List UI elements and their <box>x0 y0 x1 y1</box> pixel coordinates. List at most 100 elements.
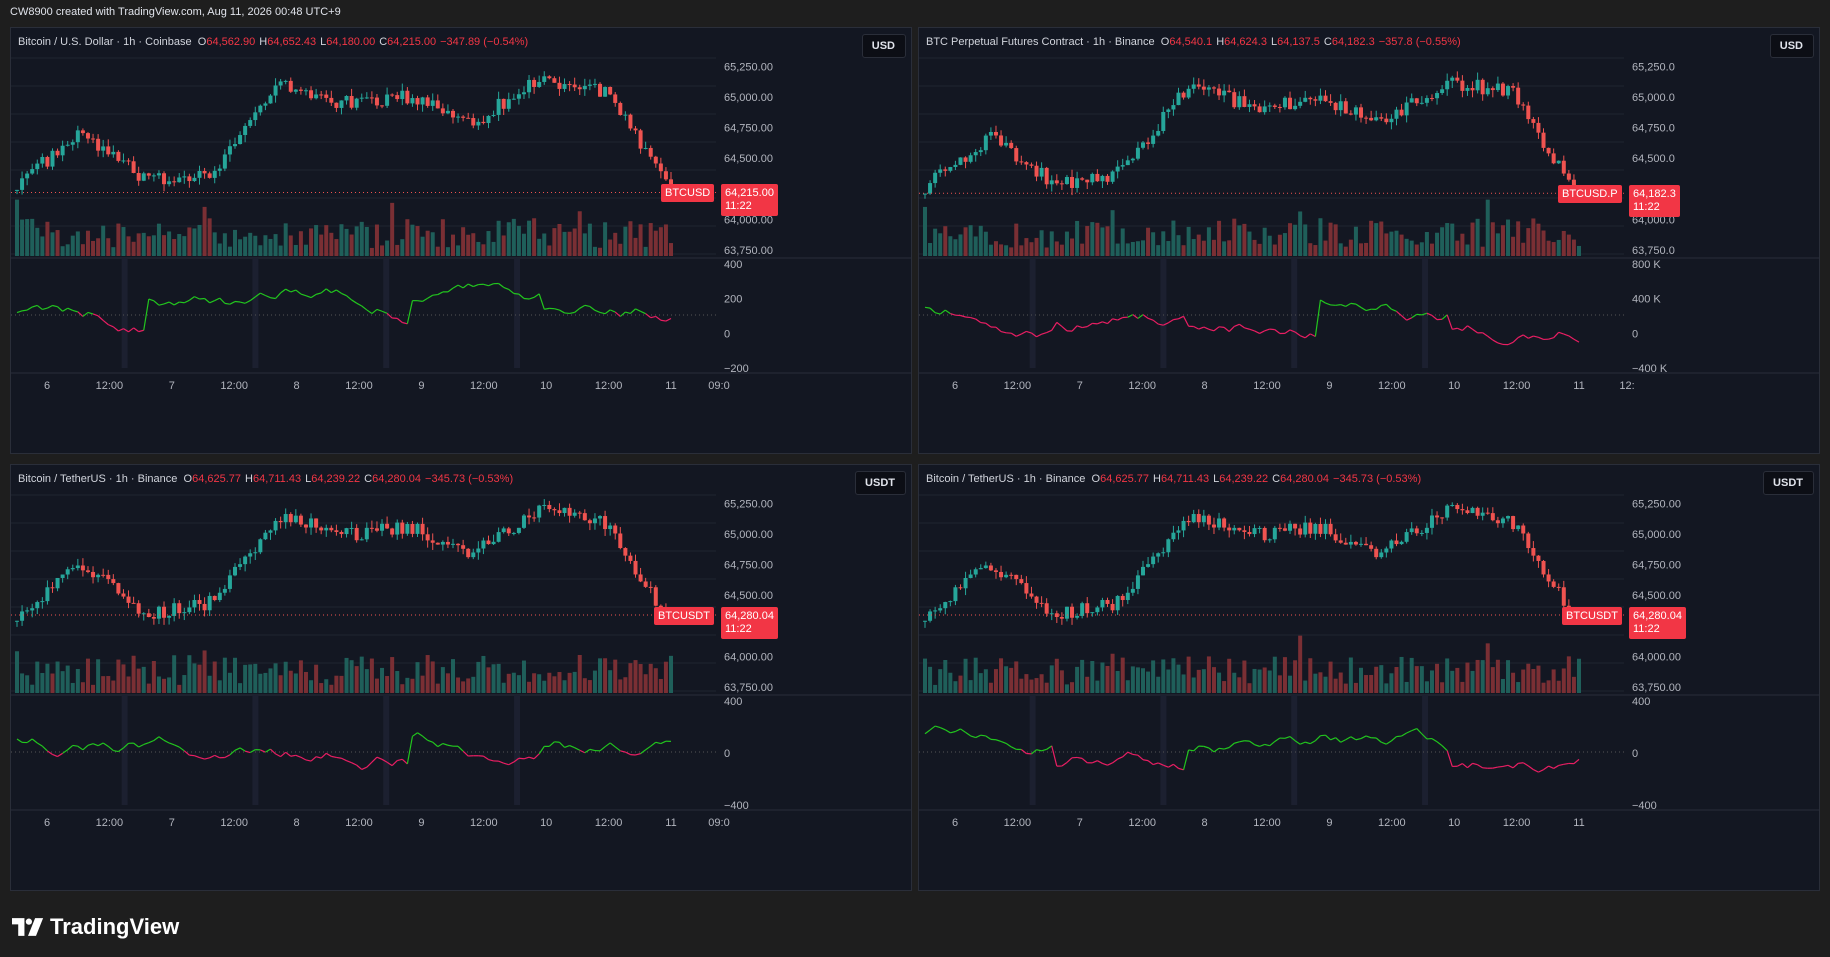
candle <box>1085 179 1090 183</box>
volume-bar <box>1293 224 1298 256</box>
chart-pane-btcusdt-2[interactable]: 65,250.00 65,000.00 64,750.00 64,500.00 64,0… <box>918 464 1820 891</box>
volume-bar <box>60 246 65 256</box>
oscillator-line <box>1391 308 1397 312</box>
chart-pane-btcusdt-1[interactable]: 65,250.00 65,000.00 64,750.00 64,500.00 64,0… <box>10 464 912 891</box>
volume-bar <box>1009 247 1014 256</box>
candle <box>1445 505 1450 518</box>
currency-button[interactable]: USDT <box>855 471 906 495</box>
oscillator-line <box>204 298 211 304</box>
volume-bar <box>420 236 425 256</box>
candle <box>988 131 993 136</box>
volume-bar <box>567 672 572 693</box>
volume-bar <box>973 236 978 256</box>
candle <box>364 527 369 540</box>
oscillator-line <box>183 750 190 756</box>
chart-canvas[interactable]: 65,250.0065,000.0064,750.0064,500.0064,0… <box>11 28 912 454</box>
candle <box>1561 587 1566 606</box>
candle <box>1105 600 1110 604</box>
chart-canvas[interactable]: 65,250.0065,000.0064,750.0064,500.0064,0… <box>919 465 1820 891</box>
candle <box>1333 102 1338 111</box>
volume-bar <box>116 659 121 693</box>
candle <box>374 528 379 531</box>
candle <box>1440 517 1445 519</box>
candle <box>1404 532 1409 542</box>
candle <box>948 601 953 603</box>
oscillator-line <box>1173 318 1179 321</box>
volume-bar <box>1115 670 1120 693</box>
oscillator-line <box>1274 737 1281 742</box>
currency-button[interactable]: USD <box>861 34 906 58</box>
oscillator-line <box>594 309 601 314</box>
candle <box>91 571 96 578</box>
oscillator-line <box>108 324 114 328</box>
volume-bar <box>562 680 567 693</box>
volume-bar <box>1374 666 1379 693</box>
oscillator-line <box>158 303 165 306</box>
symbol-legend[interactable]: Bitcoin / TetherUS · 1h · Binance O64,62… <box>926 473 1422 485</box>
oscillator-line <box>260 749 266 753</box>
candle <box>1364 543 1369 546</box>
oscillator-line <box>62 749 69 754</box>
volume-bar <box>85 230 90 256</box>
symbol-legend[interactable]: Bitcoin / TetherUS · 1h · Binance O64,62… <box>18 473 514 485</box>
oscillator-line <box>229 749 236 756</box>
chart-header: CW8900 created with TradingView.com, Aug… <box>10 6 341 18</box>
oscillator-line <box>1335 304 1341 306</box>
volume-bar <box>30 218 35 256</box>
x-axis-label: 10 <box>1448 380 1460 392</box>
candle <box>425 534 430 541</box>
tradingview-logo[interactable]: TradingView <box>12 914 179 940</box>
volume-bar <box>1409 657 1414 693</box>
currency-button[interactable]: USDT <box>1763 471 1814 495</box>
volume-bar <box>380 667 385 693</box>
oscillator-line <box>533 753 540 760</box>
oscillator-line <box>1573 758 1580 765</box>
oscillator-line <box>1310 333 1316 338</box>
candle <box>562 507 567 514</box>
candle <box>349 95 354 108</box>
chart-canvas[interactable]: 65,250.0065,000.0064,750.0064,500.0064,0… <box>11 465 912 891</box>
candle <box>486 115 491 124</box>
oscillator-line <box>1375 304 1382 310</box>
candle <box>1348 541 1353 545</box>
oscillator-line <box>1264 743 1270 747</box>
oscillator-line <box>1355 737 1362 741</box>
oscillator-line <box>995 326 1002 332</box>
volume-bar <box>1257 243 1262 256</box>
oscillator-line <box>1041 748 1047 752</box>
currency-button[interactable]: USD <box>1769 34 1814 58</box>
oscillator-line <box>1492 339 1499 344</box>
symbol-legend[interactable]: BTC Perpetual Futures Contract · 1h · Bi… <box>926 36 1461 48</box>
candle <box>85 133 90 139</box>
volume-bar <box>476 241 481 256</box>
oscillator-line <box>305 759 312 762</box>
volume-bar <box>928 242 933 256</box>
candle <box>623 114 628 116</box>
chart-pane-btcusd[interactable]: 65,250.00 65,000.00 64,750.00 64,500.00 64,0… <box>10 27 912 454</box>
candle <box>192 177 197 182</box>
candle <box>1151 556 1156 565</box>
candle <box>506 528 511 534</box>
volume-bar <box>354 226 359 256</box>
candle <box>1034 596 1039 603</box>
candle <box>598 516 603 519</box>
candle <box>963 157 968 162</box>
candle <box>1217 88 1222 96</box>
candle <box>1293 105 1298 110</box>
oscillator-line <box>1203 745 1210 749</box>
candle <box>192 600 197 608</box>
symbol-legend[interactable]: Bitcoin / U.S. Dollar · 1h · Coinbase O6… <box>18 36 529 48</box>
volume-bar <box>542 680 547 693</box>
oscillator-line <box>128 327 134 333</box>
candle <box>101 146 106 151</box>
candle <box>1206 515 1211 525</box>
chart-pane-btcusdp[interactable]: 65,250.0 65,000.0 64,750.0 64,500.0 64,000.0… <box>918 27 1820 454</box>
candle <box>527 515 532 518</box>
candle <box>217 592 222 601</box>
candle <box>369 97 374 99</box>
oscillator-line <box>1391 736 1397 742</box>
oscillator-line <box>1386 740 1392 745</box>
volume-bar <box>968 225 973 256</box>
volume-bar <box>471 676 476 693</box>
chart-canvas[interactable]: 65,250.065,000.064,750.064,500.064,000.0… <box>919 28 1820 454</box>
